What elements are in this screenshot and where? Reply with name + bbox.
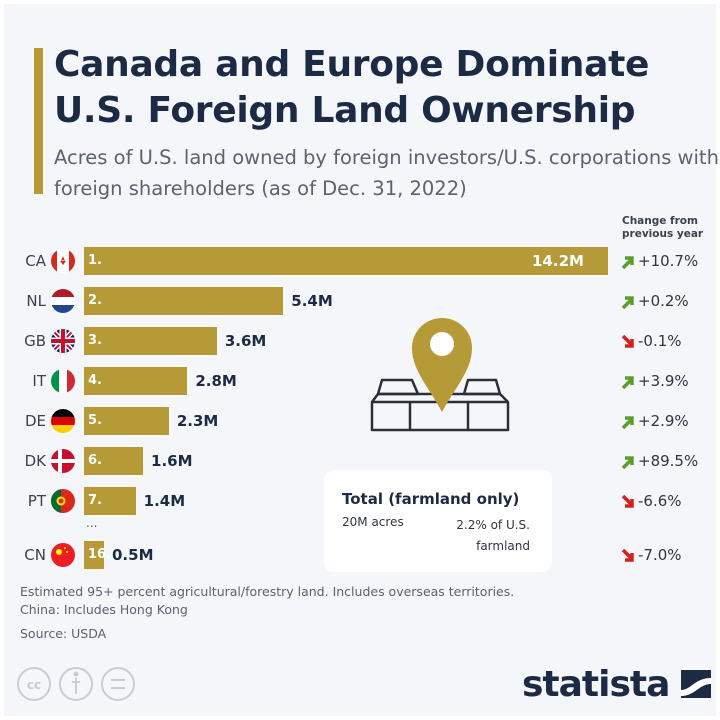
value-label: 3.6M bbox=[224, 332, 267, 350]
bar-dk: 6. bbox=[84, 447, 144, 475]
change-text: +2.9% bbox=[638, 412, 689, 430]
total-share: 2.2% of U.S. farmland bbox=[456, 518, 530, 553]
change-text: -6.6% bbox=[638, 492, 682, 510]
rank-label: 4. bbox=[88, 373, 102, 388]
arrow-up-icon bbox=[621, 256, 634, 270]
country-code: GB bbox=[24, 332, 46, 350]
infographic-card: Canada and Europe Dominate U.S. Foreign … bbox=[4, 4, 719, 716]
country-code: NL bbox=[26, 292, 46, 310]
change-value: -7.0% bbox=[621, 546, 682, 564]
country-code: CN bbox=[24, 546, 46, 564]
china-flag-icon bbox=[51, 543, 75, 567]
bar-de: 5. bbox=[84, 407, 169, 435]
country-code: DK bbox=[24, 452, 46, 470]
value-label: 1.6M bbox=[151, 452, 193, 470]
statista-logo-mark bbox=[680, 670, 711, 698]
uk-flag-icon bbox=[51, 329, 75, 353]
arrow-down-icon bbox=[621, 494, 634, 508]
map-pin-land-icon bbox=[370, 318, 510, 432]
canada-flag-icon bbox=[51, 249, 75, 273]
bar-cn: 16. bbox=[84, 541, 111, 569]
italy-flag-icon bbox=[51, 369, 75, 393]
change-value: +3.9% bbox=[621, 372, 689, 390]
bar-gb: 3. bbox=[84, 327, 217, 355]
rank-label: 1. bbox=[88, 253, 102, 268]
change-text: -0.1% bbox=[638, 332, 682, 350]
change-text: +89.5% bbox=[638, 452, 699, 470]
bar-nl: 2. bbox=[84, 287, 284, 315]
rank-label: 2. bbox=[88, 293, 102, 308]
change-text: +10.7% bbox=[638, 252, 699, 270]
footnote: Estimated 95+ percent agricultural/fores… bbox=[20, 584, 515, 599]
arrow-down-icon bbox=[621, 548, 634, 562]
statista-logo[interactable]: statista bbox=[522, 664, 711, 705]
value-label: 2.3M bbox=[176, 412, 219, 430]
total-acres: 20M acres bbox=[342, 515, 404, 529]
value-label: 0.5M bbox=[112, 546, 154, 564]
bar-ca: 1. bbox=[84, 247, 608, 275]
change-value: +2.9% bbox=[621, 412, 689, 430]
no-derivatives-icon bbox=[101, 667, 135, 701]
change-text: -7.0% bbox=[638, 546, 682, 564]
logo-text: statista bbox=[522, 664, 670, 705]
rank-label: 3. bbox=[88, 333, 102, 348]
attribution-icon bbox=[59, 667, 93, 701]
title-accent-bar bbox=[34, 48, 43, 194]
chart-subtitle: Acres of U.S. land owned by foreign inve… bbox=[54, 146, 719, 200]
arrow-down-icon bbox=[621, 334, 634, 348]
rank-label: 16. bbox=[88, 547, 112, 562]
svg-text:cc: cc bbox=[27, 678, 41, 692]
cc-icon bbox=[17, 667, 51, 701]
change-value: +10.7% bbox=[621, 252, 698, 270]
change-header: Change from previous year bbox=[622, 215, 704, 240]
change-text: +3.9% bbox=[638, 372, 689, 390]
gap-marker: ... bbox=[86, 516, 98, 530]
creative-commons-icons[interactable]: cc bbox=[14, 664, 154, 704]
rank-label: 6. bbox=[88, 453, 102, 468]
source: Source: USDA bbox=[20, 626, 107, 641]
country-code: PT bbox=[27, 492, 46, 510]
country-code: DE bbox=[24, 412, 46, 430]
change-value: +89.5% bbox=[621, 452, 698, 470]
change-value: -0.1% bbox=[621, 332, 682, 350]
country-code: CA bbox=[25, 252, 46, 270]
value-label: 2.8M bbox=[195, 372, 237, 390]
value-label: 1.4M bbox=[143, 492, 186, 510]
bar-it: 4. bbox=[84, 367, 188, 395]
value-label: 5.4M bbox=[291, 292, 333, 310]
germany-flag-icon bbox=[51, 409, 75, 433]
rank-label: 5. bbox=[88, 413, 102, 428]
change-value: +0.2% bbox=[621, 292, 689, 310]
rank-label: 7. bbox=[88, 493, 102, 508]
arrow-up-icon bbox=[621, 416, 634, 430]
denmark-flag-icon bbox=[51, 449, 75, 473]
total-title: Total (farmland only) bbox=[342, 490, 520, 508]
chart-title: Canada and Europe Dominate U.S. Foreign … bbox=[54, 44, 650, 131]
arrow-up-icon bbox=[621, 296, 634, 310]
arrow-up-icon bbox=[621, 376, 634, 390]
bar-pt: 7. bbox=[84, 487, 136, 515]
netherlands-flag-icon bbox=[51, 289, 75, 313]
change-value: -6.6% bbox=[621, 492, 682, 510]
country-code: IT bbox=[32, 372, 46, 390]
map-pin-icon bbox=[412, 318, 472, 412]
arrow-up-icon bbox=[621, 456, 634, 470]
footnote-china: China: Includes Hong Kong bbox=[20, 602, 188, 617]
total-box: Total (farmland only) 20M acres 2.2% of … bbox=[324, 470, 552, 572]
value-label: 14.2M bbox=[532, 252, 584, 270]
change-text: +0.2% bbox=[638, 292, 689, 310]
portugal-flag-icon bbox=[51, 489, 75, 513]
